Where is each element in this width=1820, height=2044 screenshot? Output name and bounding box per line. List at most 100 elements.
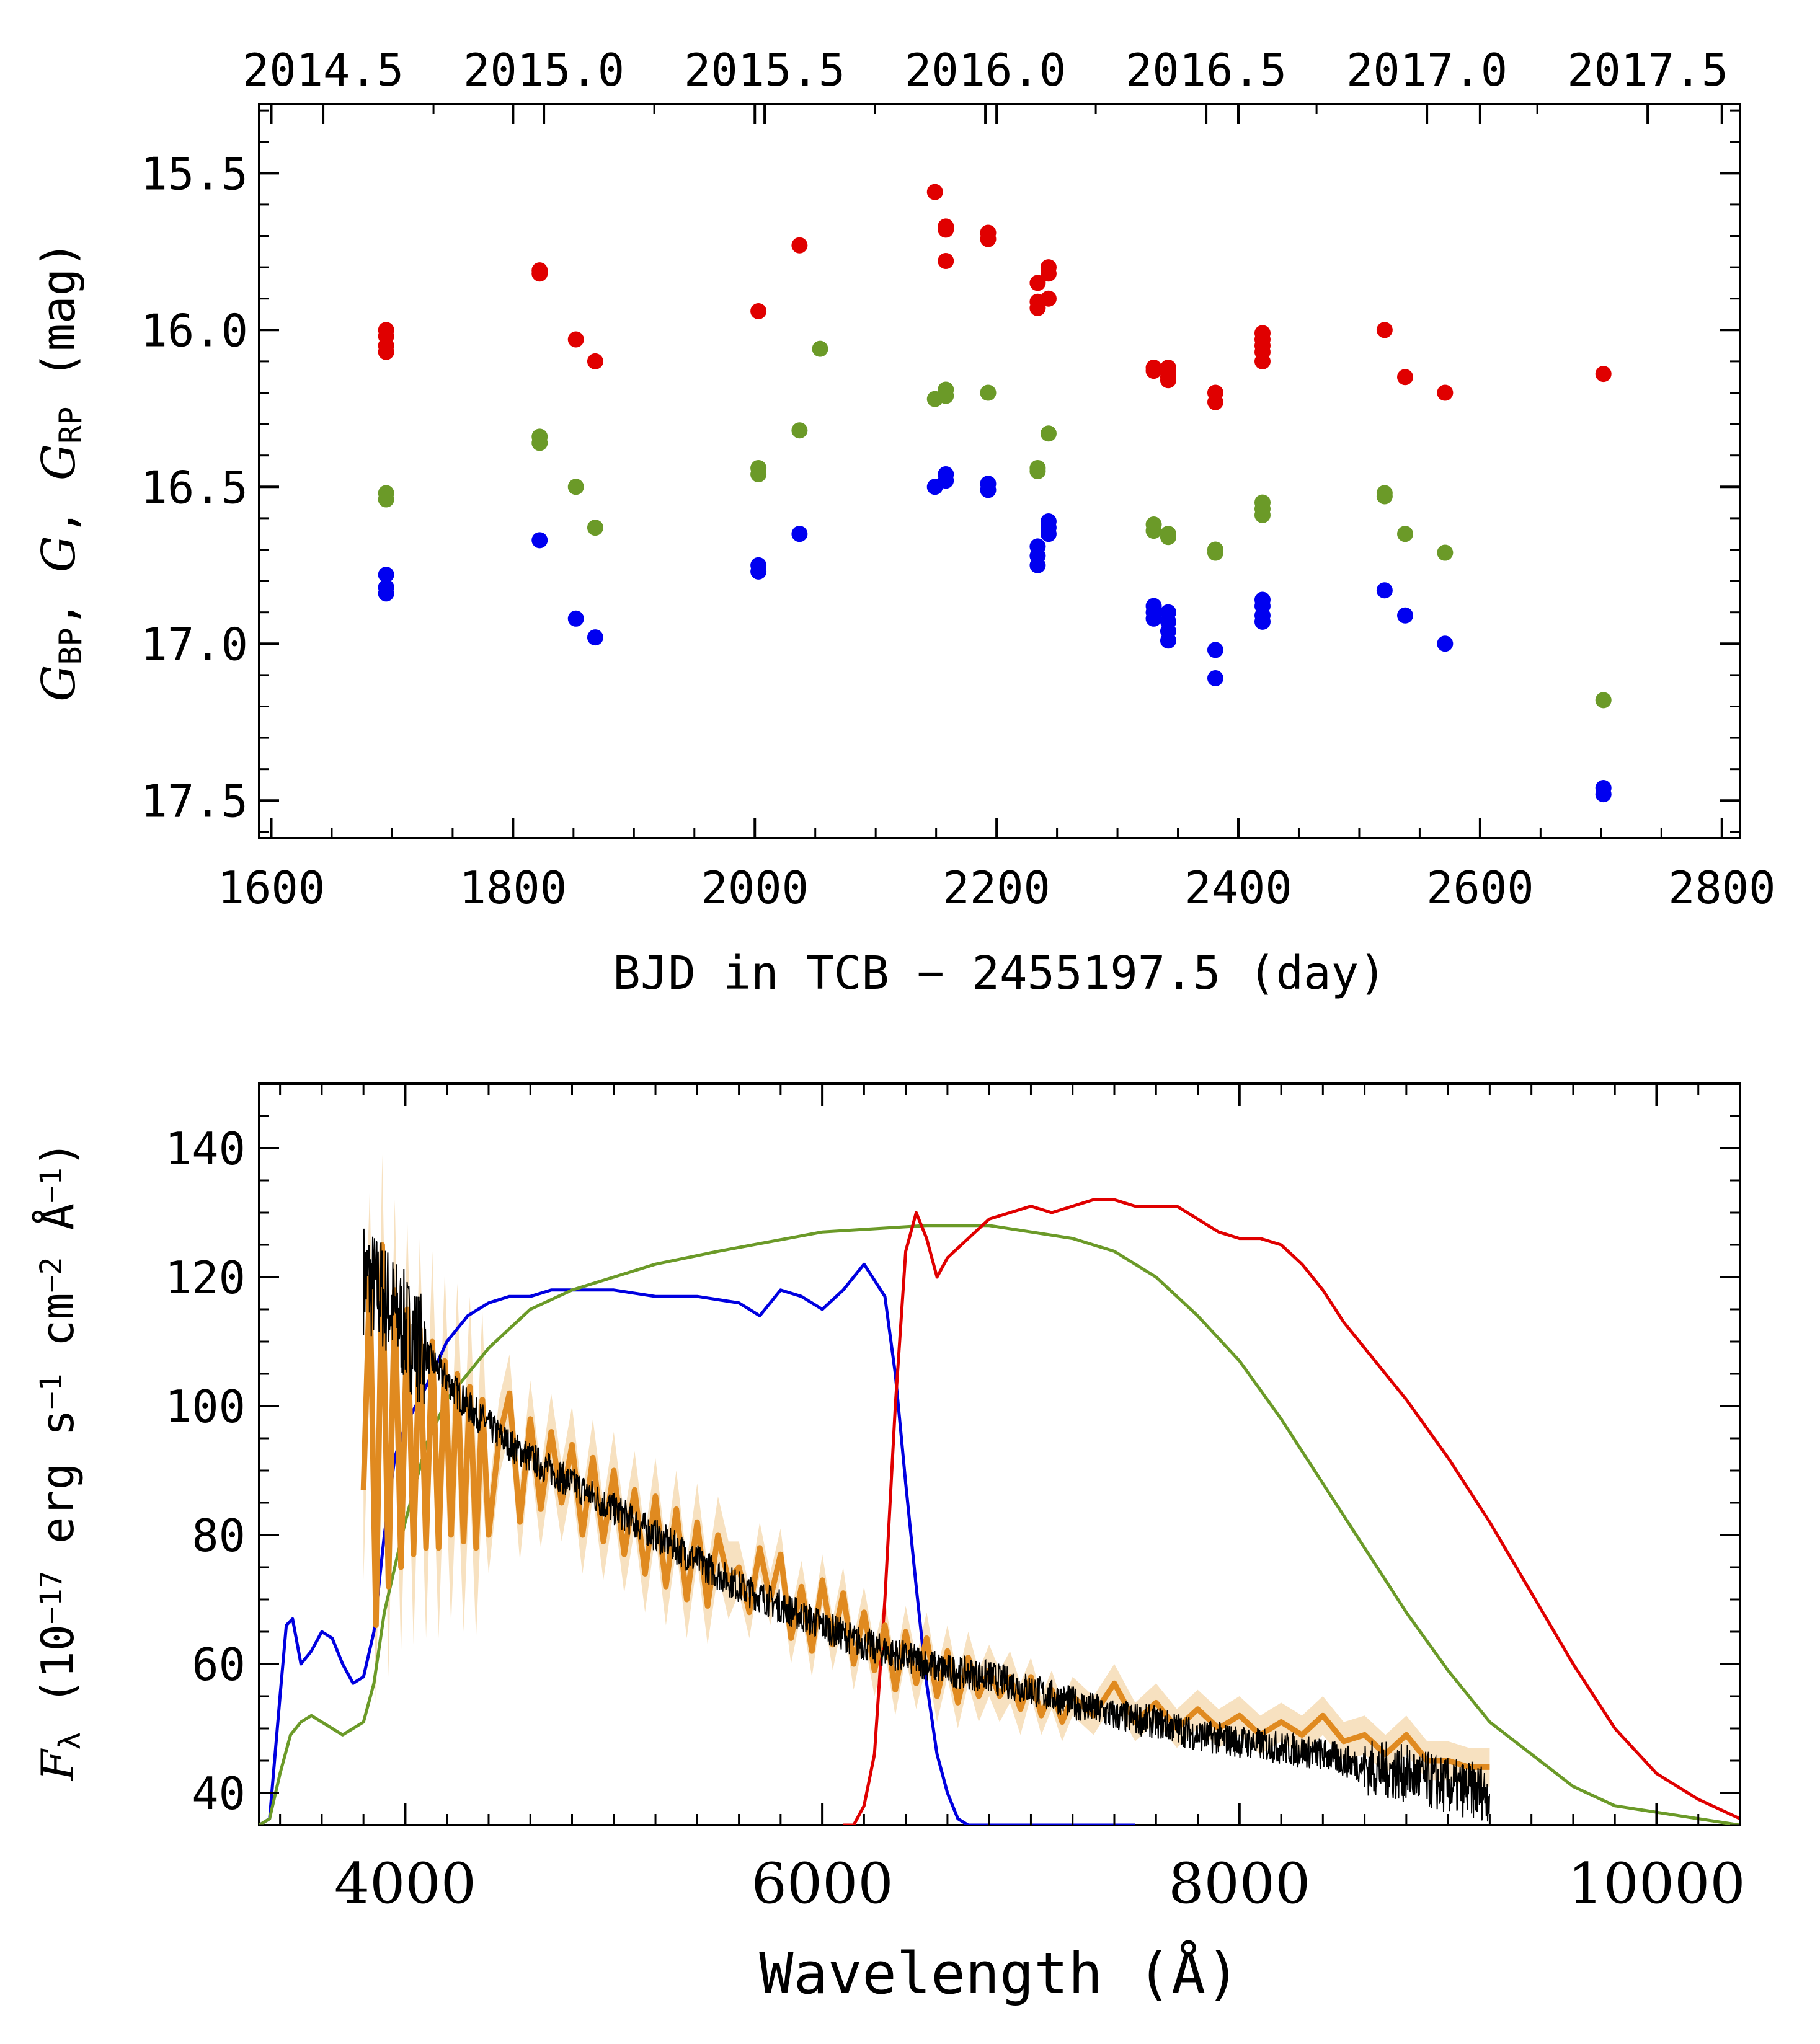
- ylabel-mid-3: Å: [32, 1203, 84, 1257]
- data-point: [1040, 425, 1057, 442]
- x-tick-label: 2800: [1668, 862, 1775, 914]
- data-point: [1029, 275, 1046, 291]
- data-point: [587, 353, 603, 369]
- ylabel-mid-1: erg s: [32, 1409, 84, 1570]
- ylabel-sub-rp: RP: [53, 407, 89, 444]
- ylabel-g-rp: G: [32, 444, 86, 480]
- data-point: [980, 231, 997, 247]
- data-point: [926, 184, 943, 200]
- y-tick-label: 17.5: [141, 775, 248, 827]
- light-curve-y-axis-title: GBP, G, GRP (mag): [32, 241, 89, 701]
- year-tick-label: 2014.5: [242, 44, 404, 96]
- passband-curve-g: [259, 1224, 1740, 1825]
- y-axis-ticks: 15.5 16.0 16.5 17.0 17.5: [141, 109, 1740, 833]
- data-point: [1595, 692, 1612, 709]
- flux-tick-label: 40: [192, 1767, 246, 1820]
- data-point: [1376, 488, 1393, 505]
- wavelength-tick-label: 10000: [1568, 1851, 1745, 1916]
- data-point: [1160, 529, 1176, 546]
- light-curve-plot-frame: [258, 103, 1741, 839]
- data-point: [1160, 372, 1176, 389]
- flux-tick-label: 60: [192, 1639, 246, 1691]
- x-tick-label: 1800: [459, 862, 567, 914]
- top-axis-ticks: 2014.5 2015.0 2015.5 2016.0 2016.5 2017.0 2017…: [242, 44, 1728, 124]
- data-point: [812, 340, 828, 357]
- spectrum-y-axis-title: Fλ (10−17 erg s−1 cm−2 Å−1): [32, 1141, 87, 1782]
- wavelength-tick-label: 4000: [334, 1851, 476, 1916]
- flux-tick-label: 80: [192, 1510, 246, 1562]
- data-point: [567, 331, 584, 348]
- ylabel-g-bp: G: [32, 665, 86, 702]
- series-g-bp: [378, 466, 1612, 803]
- data-point: [980, 384, 997, 401]
- y-tick-label: 17.0: [141, 618, 248, 670]
- x-tick-label: 2600: [1426, 862, 1534, 914]
- data-point: [1145, 363, 1162, 379]
- series-g-rp: [378, 184, 1612, 410]
- data-point: [750, 563, 767, 580]
- flux-axis-ticks: 40 60 80 100 120 140: [165, 1082, 1740, 1826]
- data-point: [1029, 463, 1046, 479]
- light-curve-points: [378, 184, 1612, 803]
- spectrum-panel: 4000 6000 8000 10000 40 60 80 100 120 140 Wavele…: [32, 1082, 1746, 2007]
- light-curve-x-axis-title: BJD in TCB − 2455197.5 (day): [613, 947, 1386, 1000]
- series-g: [378, 340, 1612, 709]
- wavelength-tick-label: 8000: [1168, 1851, 1310, 1916]
- data-point: [1160, 632, 1176, 649]
- data-point: [791, 237, 808, 254]
- ylabel-sep-1: ,: [32, 572, 86, 627]
- data-point: [1029, 557, 1046, 573]
- ylabel-sub-bp: BP: [53, 627, 89, 665]
- y-tick-label: 16.0: [141, 304, 248, 356]
- data-point: [378, 566, 394, 583]
- ylabel-exp-1: −17: [34, 1570, 69, 1624]
- ylabel-g: G: [32, 536, 86, 572]
- data-point: [531, 265, 548, 282]
- data-point: [938, 387, 954, 404]
- data-point: [791, 422, 808, 439]
- data-point: [791, 526, 808, 542]
- passband-curve-rp: [843, 1198, 1740, 1825]
- ylabel-exp-3: −2: [34, 1257, 69, 1293]
- data-point: [750, 466, 767, 483]
- x-tick-label: 2000: [701, 862, 809, 914]
- x-axis-ticks: 1600 1800 2000 2200 2400 2600 2800: [218, 104, 1775, 914]
- data-point: [980, 482, 997, 498]
- ylabel-open: (10: [32, 1624, 84, 1732]
- data-point: [567, 610, 584, 627]
- data-point: [378, 343, 394, 360]
- data-point: [1376, 582, 1393, 599]
- year-tick-label: 2016.5: [1125, 44, 1287, 96]
- data-point: [1437, 544, 1454, 561]
- ylabel-mid-2: cm: [32, 1293, 84, 1373]
- data-point: [1207, 670, 1223, 686]
- data-point: [1207, 394, 1223, 410]
- wavelength-axis-ticks: 4000 6000 8000 10000: [279, 1084, 1746, 1916]
- year-tick-label: 2017.5: [1567, 44, 1728, 96]
- year-tick-label: 2017.0: [1346, 44, 1507, 96]
- data-point: [1397, 526, 1414, 542]
- spectrum-curves: [259, 1154, 1740, 1825]
- ylabel-unit: (mag): [32, 241, 86, 406]
- data-point: [1595, 366, 1612, 383]
- y-tick-label: 15.5: [141, 148, 248, 200]
- data-point: [938, 221, 954, 238]
- data-point: [1437, 384, 1454, 401]
- flux-tick-label: 100: [165, 1381, 246, 1433]
- ylabel-sep-2: ,: [32, 480, 86, 536]
- data-point: [1376, 322, 1393, 338]
- y-tick-label: 16.5: [141, 461, 248, 513]
- flux-tick-label: 140: [165, 1123, 246, 1175]
- data-point: [1040, 265, 1057, 282]
- ylabel-exp-2: −1: [34, 1373, 69, 1409]
- data-point: [567, 479, 584, 495]
- data-point: [378, 585, 394, 602]
- data-point: [531, 435, 548, 451]
- data-point: [587, 629, 603, 646]
- spectrum-x-axis-title: Wavelength (Å): [759, 1939, 1240, 2007]
- ylabel-close: ): [32, 1141, 84, 1167]
- data-point: [1029, 299, 1046, 316]
- data-point: [1254, 613, 1271, 630]
- data-point: [1397, 369, 1414, 386]
